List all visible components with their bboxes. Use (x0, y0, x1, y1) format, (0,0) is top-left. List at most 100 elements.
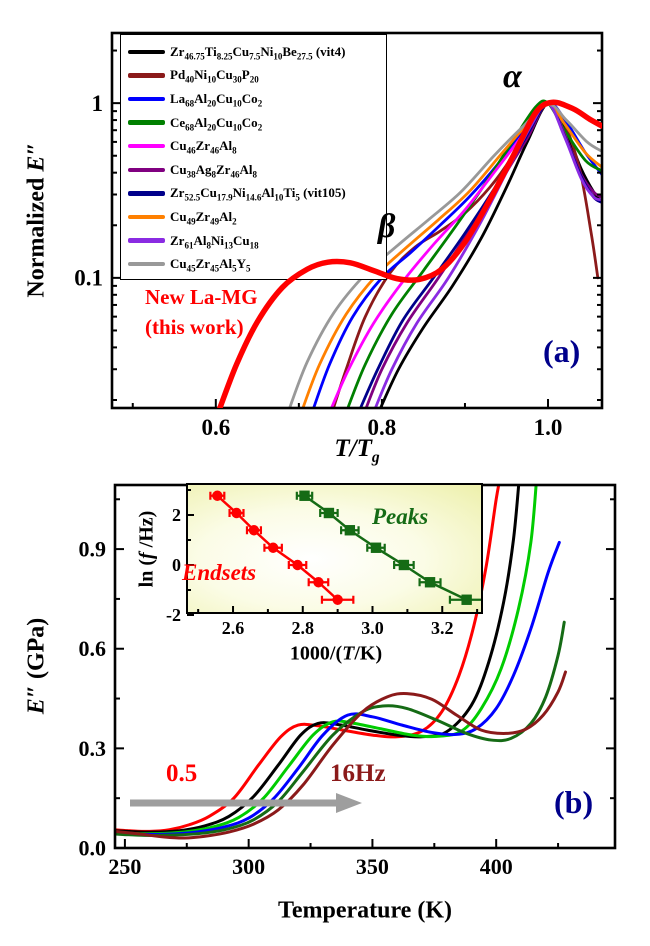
legend-swatch (128, 261, 165, 267)
legend-label: La68Al20Cu10Co2 (170, 90, 263, 109)
label-part: /Hz) (135, 510, 158, 553)
panel-b-y-axis-label: E″ (GPa) (24, 618, 51, 715)
label-part: Ni (260, 43, 274, 59)
label-part: Zr (216, 161, 231, 177)
label-part: ln ( (135, 558, 158, 588)
legend-label: Cu46Zr46Al8 (170, 138, 237, 156)
legend-swatch (128, 214, 165, 220)
label-part: 2 (257, 122, 263, 133)
label-part: Cu (170, 138, 187, 154)
label-part: 30 (232, 74, 242, 85)
label-part: Al (193, 232, 207, 248)
label-part: Ag (195, 161, 212, 177)
label-part: 5 (245, 263, 251, 274)
label-part: Al (219, 208, 233, 224)
legend-item-5: Cu38Ag8Zr46Al8 (128, 158, 386, 182)
label-part: 10 (232, 98, 242, 109)
legend-label: Pd40Ni10Cu30P20 (170, 67, 259, 85)
label-part: (vit4) (312, 43, 346, 59)
x-tick-label: 3.2 (431, 618, 454, 638)
legend-swatch (128, 191, 165, 196)
label-part: E″ (23, 142, 50, 172)
label-part: Cu (216, 114, 233, 130)
label-part: 8 (232, 145, 237, 156)
label-part: f (135, 552, 158, 559)
legend-swatch (128, 238, 165, 243)
label-part: 20 (207, 122, 217, 133)
legend-label: Ce68Al20Cu10Co2 (170, 114, 263, 133)
label-part: Ni (194, 67, 208, 83)
freq-high-label: 16Hz (330, 760, 386, 787)
label-part: / (349, 435, 357, 462)
legend-swatch (128, 96, 165, 102)
label-part: Zr (195, 208, 211, 224)
label-part: Be (282, 43, 297, 59)
y-tick-label: 0.0 (79, 835, 107, 860)
frequency-arrow-head (336, 793, 362, 813)
label-part: Zr (170, 43, 185, 59)
label-part: Al (219, 256, 233, 272)
legend-item-1: Pd40Ni10Cu30P20 (128, 64, 386, 88)
label-part: Ni (232, 185, 246, 201)
label-part: 8 (252, 169, 257, 180)
label-part: Zr (195, 138, 211, 154)
x-tick-label: 350 (356, 854, 389, 879)
label-part: 8 (206, 240, 211, 251)
legend: Zr46.75Ti8.25Cu7.5Ni10Be27.5 (vit4) Pd40N… (120, 34, 387, 280)
legend-item-0: Zr46.75Ti8.25Cu7.5Ni10Be27.5 (vit4) (128, 40, 386, 64)
legend-item-9: Cu45Zr45Al5Y5 (128, 252, 386, 276)
y-tick-label: 0.9 (79, 537, 107, 562)
series-endsets (209, 490, 355, 605)
label-part: Zr (170, 232, 185, 248)
label-part: Cu (170, 256, 187, 272)
label-part: 49 (186, 216, 196, 227)
label-part: Co (241, 90, 258, 106)
label-part: La (170, 90, 186, 106)
legend-label: Zr61Al8Ni13Cu18 (170, 232, 259, 251)
inset-y-axis-label: ln (f /Hz) (136, 511, 159, 588)
x-tick-label: 2.6 (222, 618, 245, 638)
y-tick-label: 0.1 (74, 266, 103, 291)
label-part: 8 (211, 169, 217, 180)
x-tick-label: 1.0 (534, 415, 563, 440)
label-part: 7.5 (249, 51, 261, 62)
legend-label: Cu45Zr45Al5Y5 (170, 256, 251, 274)
beta-peak-label: β (378, 208, 396, 245)
endsets-label: Endsets (182, 560, 257, 585)
x-tick-label: 2.8 (292, 618, 315, 638)
label-part: /K) (354, 642, 383, 665)
label-part: 10 (273, 51, 283, 62)
label-part: 27.5 (296, 51, 313, 62)
label-part: 61 (184, 240, 194, 251)
label-part: Ni (210, 232, 224, 248)
label-part: 14.6 (245, 192, 262, 203)
freq-low-label: 0.5 (166, 760, 198, 787)
label-part: P (241, 67, 250, 83)
label-part: 10 (232, 122, 242, 133)
label-part: Pd (170, 67, 186, 83)
label-part: 52.5 (184, 192, 201, 203)
legend-item-3: Ce68Al20Cu10Co2 (128, 111, 386, 135)
label-part: Ti (283, 185, 296, 201)
label-part: 13 (223, 240, 233, 251)
label-part: 38 (186, 169, 196, 180)
legend-item-4: Cu46Zr46Al8 (128, 134, 386, 158)
label-part: Cu (170, 161, 187, 177)
peaks-label: Peaks (372, 504, 429, 529)
label-part: 49 (210, 216, 220, 227)
label-part: T (342, 642, 355, 665)
legend-item-7: Cu49Zr49Al2 (128, 205, 386, 229)
label-part: Ti (204, 43, 217, 59)
legend-swatch (128, 120, 165, 125)
label-part: g (371, 449, 380, 466)
label-part: Normalized (23, 171, 50, 298)
legend-swatch (128, 167, 165, 173)
label-part: 2 (257, 98, 263, 109)
label-part: 20 (207, 98, 217, 109)
y-tick-label: 1 (92, 91, 104, 116)
label-part: 46 (186, 145, 196, 156)
x-tick-label: 250 (108, 854, 141, 879)
series-peaks (295, 490, 482, 605)
label-part: 45 (210, 263, 220, 274)
